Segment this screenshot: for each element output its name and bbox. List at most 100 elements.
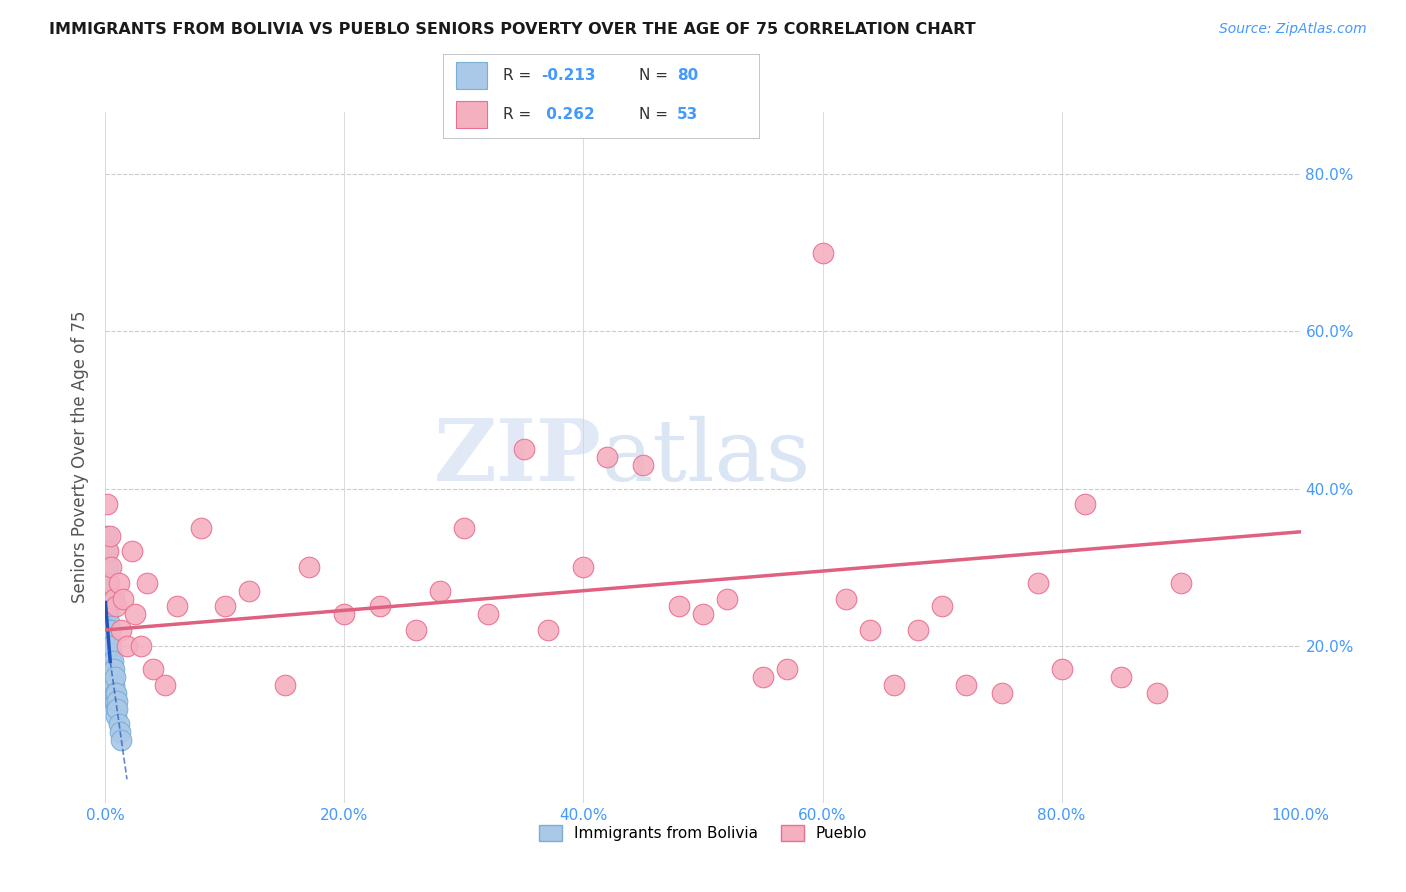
Point bbox=[931, 599, 953, 614]
Point bbox=[97, 583, 120, 598]
Point bbox=[633, 458, 655, 472]
Point bbox=[104, 694, 127, 708]
Text: atlas: atlas bbox=[602, 416, 810, 499]
Point bbox=[166, 599, 188, 614]
Point bbox=[101, 686, 124, 700]
Point bbox=[98, 623, 121, 637]
Point bbox=[907, 623, 929, 637]
Point bbox=[142, 662, 165, 676]
Point bbox=[97, 639, 120, 653]
Point bbox=[98, 670, 121, 684]
Point bbox=[97, 654, 120, 668]
Point bbox=[103, 686, 125, 700]
Point bbox=[105, 709, 128, 723]
Point bbox=[96, 575, 118, 590]
Point bbox=[811, 246, 834, 260]
Point bbox=[104, 701, 127, 715]
Point bbox=[98, 529, 121, 543]
Point bbox=[101, 678, 124, 692]
Point bbox=[990, 686, 1012, 700]
Point bbox=[536, 623, 558, 637]
Point bbox=[96, 497, 118, 511]
Point bbox=[97, 623, 120, 637]
Point bbox=[121, 544, 143, 558]
Point bbox=[96, 591, 118, 606]
Point bbox=[100, 560, 122, 574]
Text: R =: R = bbox=[503, 68, 536, 83]
Point bbox=[238, 583, 260, 598]
Point bbox=[103, 678, 125, 692]
Point bbox=[96, 575, 118, 590]
Point bbox=[100, 639, 122, 653]
Point bbox=[776, 662, 799, 676]
Point bbox=[110, 733, 132, 747]
Point bbox=[97, 623, 120, 637]
Point bbox=[97, 607, 120, 622]
Point bbox=[107, 717, 129, 731]
Text: 80: 80 bbox=[678, 68, 699, 83]
Text: N =: N = bbox=[640, 68, 673, 83]
Text: N =: N = bbox=[640, 107, 673, 122]
Point bbox=[105, 599, 128, 614]
Point bbox=[124, 607, 146, 622]
Text: 53: 53 bbox=[678, 107, 699, 122]
Point bbox=[1050, 662, 1073, 676]
Point bbox=[96, 607, 118, 622]
Y-axis label: Seniors Poverty Over the Age of 75: Seniors Poverty Over the Age of 75 bbox=[72, 311, 90, 603]
Point bbox=[96, 599, 118, 614]
Point bbox=[103, 591, 125, 606]
Point bbox=[97, 544, 120, 558]
Point bbox=[96, 575, 118, 590]
Point bbox=[98, 647, 121, 661]
Point bbox=[103, 670, 125, 684]
Point bbox=[98, 639, 121, 653]
Point bbox=[104, 670, 127, 684]
Point bbox=[1074, 497, 1097, 511]
Point bbox=[107, 575, 129, 590]
Text: -0.213: -0.213 bbox=[541, 68, 596, 83]
Point bbox=[97, 654, 120, 668]
Point bbox=[94, 544, 117, 558]
Point bbox=[103, 662, 125, 676]
Point bbox=[98, 639, 121, 653]
FancyBboxPatch shape bbox=[456, 101, 486, 128]
Point bbox=[298, 560, 321, 574]
Text: 0.262: 0.262 bbox=[541, 107, 595, 122]
Point bbox=[94, 591, 117, 606]
Point bbox=[716, 591, 738, 606]
Text: IMMIGRANTS FROM BOLIVIA VS PUEBLO SENIORS POVERTY OVER THE AGE OF 75 CORRELATION: IMMIGRANTS FROM BOLIVIA VS PUEBLO SENIOR… bbox=[49, 22, 976, 37]
Point bbox=[98, 623, 121, 637]
Point bbox=[103, 694, 125, 708]
Point bbox=[368, 599, 391, 614]
Point bbox=[100, 662, 122, 676]
Point bbox=[835, 591, 858, 606]
Point bbox=[883, 678, 905, 692]
Point bbox=[96, 623, 118, 637]
Point bbox=[96, 560, 118, 574]
FancyBboxPatch shape bbox=[456, 62, 486, 89]
Point bbox=[98, 639, 121, 653]
Point bbox=[108, 725, 131, 739]
Point bbox=[136, 575, 159, 590]
Point bbox=[100, 662, 122, 676]
Point bbox=[572, 560, 595, 574]
Point bbox=[98, 631, 121, 645]
Point bbox=[96, 639, 118, 653]
Point bbox=[859, 623, 882, 637]
Point bbox=[596, 450, 619, 464]
Point bbox=[107, 701, 129, 715]
Point bbox=[333, 607, 356, 622]
Point bbox=[97, 623, 120, 637]
Point bbox=[668, 599, 690, 614]
Point bbox=[153, 678, 177, 692]
Point bbox=[105, 686, 128, 700]
Point bbox=[97, 599, 120, 614]
Point bbox=[1146, 686, 1168, 700]
Point bbox=[100, 654, 122, 668]
Point bbox=[100, 662, 122, 676]
Point bbox=[98, 654, 121, 668]
Point bbox=[97, 647, 120, 661]
Point bbox=[110, 623, 132, 637]
Point bbox=[129, 639, 153, 653]
Point bbox=[477, 607, 499, 622]
